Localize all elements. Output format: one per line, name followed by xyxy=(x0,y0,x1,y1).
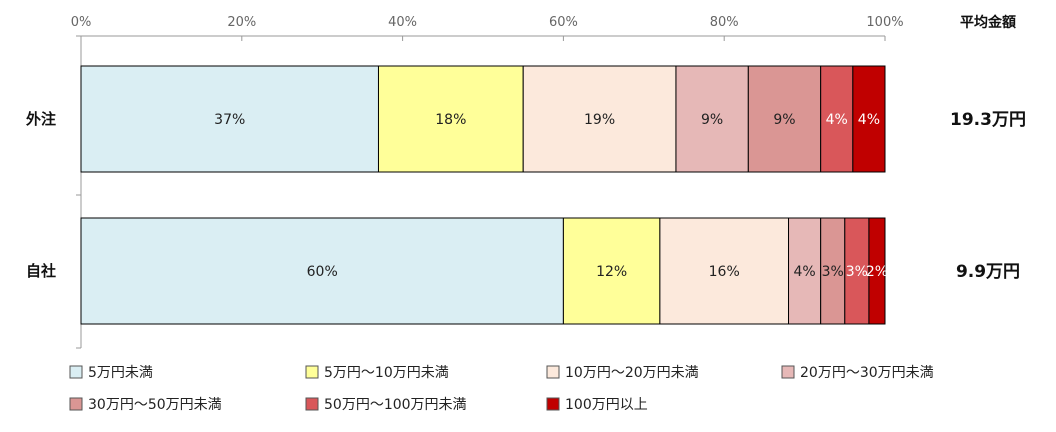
bar-segment xyxy=(747,65,822,173)
average-value: 19.3万円 xyxy=(950,110,1026,130)
legend-swatch xyxy=(305,397,319,411)
data-label: 12% xyxy=(596,264,627,280)
data-label: 4% xyxy=(858,112,880,128)
average-header: 平均金額 xyxy=(960,14,1016,31)
legend-label: 20万円～30万円未満 xyxy=(800,365,934,381)
x-tick-label: 40% xyxy=(388,15,417,30)
data-label: 9% xyxy=(701,112,723,128)
data-label: 4% xyxy=(793,264,815,280)
data-label: 37% xyxy=(214,112,245,128)
bar-segment xyxy=(788,217,822,325)
data-label: 9% xyxy=(773,112,795,128)
data-label: 3% xyxy=(846,264,868,280)
bar-segment xyxy=(675,65,749,173)
bar-segment xyxy=(562,217,661,325)
data-label: 2% xyxy=(866,264,888,280)
legend-swatch xyxy=(69,397,83,411)
bar-segment xyxy=(522,65,677,173)
category-label: 自社 xyxy=(26,262,56,280)
legend: 5万円未満 5万円～10万円未満 10万円～20万円未満 20万円～30万円未満 30万… xyxy=(69,365,934,413)
data-label: 18% xyxy=(435,112,466,128)
legend-swatch xyxy=(69,365,83,379)
legend-label: 50万円～100万円未満 xyxy=(324,397,467,413)
bar-segment xyxy=(80,217,564,325)
legend-label: 5万円未満 xyxy=(88,365,153,381)
average-value: 9.9万円 xyxy=(956,262,1020,282)
legend-label: 10万円～20万円未満 xyxy=(565,365,699,381)
legend-swatch xyxy=(546,365,560,379)
data-label: 19% xyxy=(584,112,615,128)
legend-swatch xyxy=(305,365,319,379)
legend-label: 5万円～10万円未満 xyxy=(324,365,449,381)
bar-segment xyxy=(659,217,790,325)
data-label: 16% xyxy=(709,264,740,280)
x-tick-label: 60% xyxy=(549,15,578,30)
legend-label: 30万円～50万円未満 xyxy=(88,397,222,413)
data-label: 60% xyxy=(307,264,338,280)
bars: 37% 18% 19% 9% 9% 4% 4%60% 12% 16% 4% 3% 3%2% xyxy=(80,65,888,325)
legend-swatch xyxy=(781,365,795,379)
category-label: 外注 xyxy=(25,110,56,128)
bar-segment xyxy=(844,217,870,325)
x-tick-label: 100% xyxy=(866,15,903,30)
legend-swatch xyxy=(546,397,560,411)
bar-segment xyxy=(820,65,854,173)
legend-label: 100万円以上 xyxy=(565,397,648,413)
average-column: 平均金額 19.3万円 9.9万円 xyxy=(950,14,1026,282)
x-tick-label: 80% xyxy=(710,15,739,30)
data-label: 3% xyxy=(822,264,844,280)
data-label: 4% xyxy=(826,112,848,128)
x-tick-label: 0% xyxy=(71,15,92,30)
bar-segment xyxy=(820,217,846,325)
bar-segment xyxy=(868,217,886,325)
x-tick-label: 20% xyxy=(227,15,256,30)
bar-segment xyxy=(852,65,886,173)
